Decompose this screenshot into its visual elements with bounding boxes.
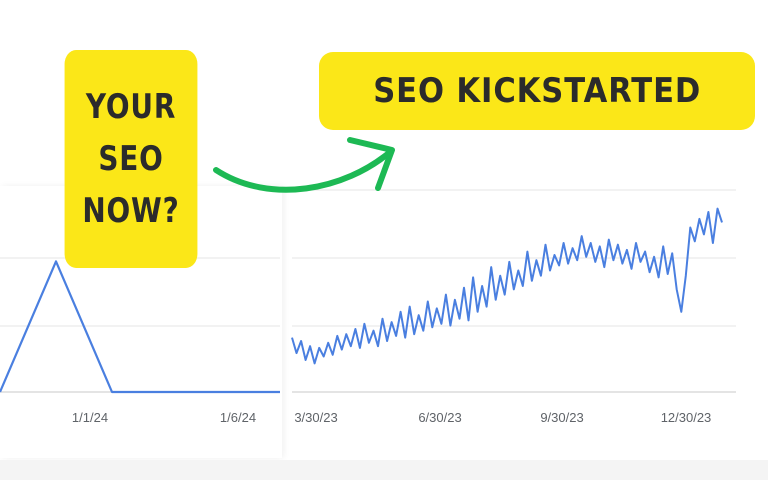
- callout-seo-kickstarted: SEO KICKSTARTED: [319, 52, 755, 130]
- left-chart-grid: [0, 257, 280, 393]
- right-x-tick-0: 3/30/23: [294, 410, 337, 425]
- callout-your-seo-now: YOUR SEO NOW?: [64, 50, 198, 268]
- right-chart-grid: [292, 189, 736, 393]
- callout-line-2: SEO: [98, 139, 164, 179]
- callout-line-3: NOW?: [82, 191, 180, 231]
- right-x-tick-3: 12/30/23: [661, 410, 712, 425]
- left-series-line: [0, 260, 280, 394]
- left-x-tick-1: 1/6/24: [220, 410, 256, 425]
- left-chart-series: [0, 260, 280, 394]
- right-series-line: [291, 207, 723, 365]
- left-x-tick-0: 1/1/24: [72, 410, 108, 425]
- right-chart-series: [291, 207, 723, 365]
- arrow-head-icon: [347, 137, 395, 191]
- right-x-tick-1: 6/30/23: [418, 410, 461, 425]
- left-chart-x-ticks: 1/1/24 1/6/24: [72, 410, 256, 425]
- callout-kickstarted-text: SEO KICKSTARTED: [373, 71, 701, 111]
- right-x-tick-2: 9/30/23: [540, 410, 583, 425]
- arrow-icon: [213, 149, 393, 193]
- callout-line-1: YOUR: [85, 87, 177, 127]
- right-chart-x-ticks: 3/30/23 6/30/23 9/30/23 12/30/23: [294, 410, 711, 425]
- bottom-shade: [0, 460, 768, 480]
